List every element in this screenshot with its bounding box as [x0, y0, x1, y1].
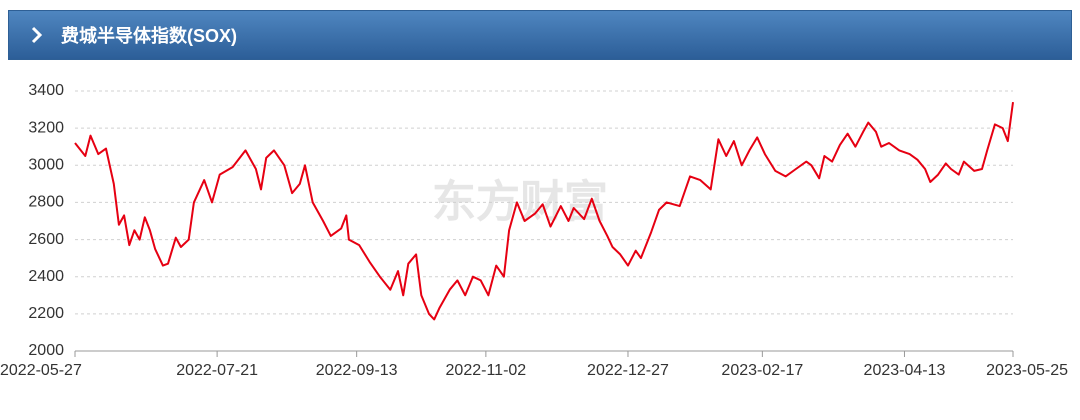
x-tick-label: 2022-07-21	[176, 362, 258, 379]
x-tick-label: 2022-12-27	[587, 362, 669, 379]
header-title: 费城半导体指数(SOX)	[61, 26, 238, 46]
chevron-icon	[31, 26, 43, 44]
y-tick-label: 3200	[28, 119, 64, 136]
x-tick-label: 2023-04-13	[864, 362, 946, 379]
x-tick-label: 2023-02-17	[721, 362, 803, 379]
y-tick-label: 2400	[28, 268, 64, 285]
header-bar: 费城半导体指数(SOX)	[8, 10, 1072, 60]
watermark: 东方财富	[432, 178, 608, 227]
x-tick-label: 2023-05-25	[986, 362, 1068, 379]
y-tick-label: 3000	[28, 157, 64, 174]
line-series	[74, 101, 1014, 321]
y-tick-label: 2600	[28, 231, 64, 248]
y-tick-label: 2000	[28, 342, 64, 359]
x-tick-label: 2022-05-27	[0, 362, 82, 379]
x-tick-label: 2022-09-13	[316, 362, 398, 379]
y-tick-label: 2200	[28, 305, 64, 322]
y-tick-label: 2800	[28, 194, 64, 211]
x-tick-label: 2022-11-02	[446, 362, 527, 379]
y-tick-label: 3400	[28, 82, 64, 99]
